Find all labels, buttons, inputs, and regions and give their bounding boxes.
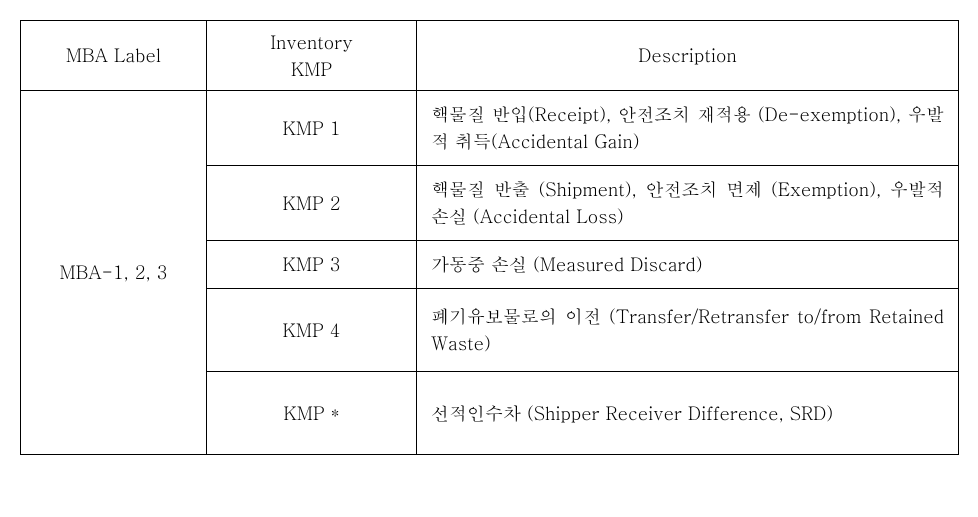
desc-cell: 폐기유보물로의 이전 (Transfer/Retransfer to/from … [417, 289, 959, 372]
desc-cell: 핵물질 반입(Receipt), 안전조치 재적용 (De-exemption)… [417, 91, 959, 166]
mba-label-cell: MBA-1, 2, 3 [21, 91, 207, 455]
kmp-table: MBA Label InventoryKMP Description MBA-1… [20, 20, 959, 455]
table-row: MBA-1, 2, 3 KMP 1 핵물질 반입(Receipt), 안전조치 … [21, 91, 959, 166]
kmp-cell: KMP 3 [207, 241, 417, 289]
kmp-cell: KMP 1 [207, 91, 417, 166]
kmp-cell: KMP 4 [207, 289, 417, 372]
desc-cell: 핵물질 반출 (Shipment), 안전조치 면제 (Exemption), … [417, 166, 959, 241]
header-desc: Description [417, 21, 959, 91]
table-header-row: MBA Label InventoryKMP Description [21, 21, 959, 91]
desc-cell: 선적인수차 (Shipper Receiver Difference, SRD) [417, 372, 959, 455]
kmp-cell: KMP * [207, 372, 417, 455]
header-kmp: InventoryKMP [207, 21, 417, 91]
kmp-cell: KMP 2 [207, 166, 417, 241]
header-mba: MBA Label [21, 21, 207, 91]
desc-cell: 가동중 손실 (Measured Discard) [417, 241, 959, 289]
